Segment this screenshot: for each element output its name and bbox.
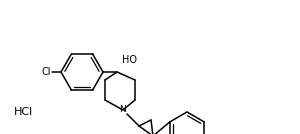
Text: HO: HO xyxy=(122,55,137,65)
Text: N: N xyxy=(120,105,126,114)
Text: Cl: Cl xyxy=(41,67,51,77)
Text: HCl: HCl xyxy=(14,107,33,117)
